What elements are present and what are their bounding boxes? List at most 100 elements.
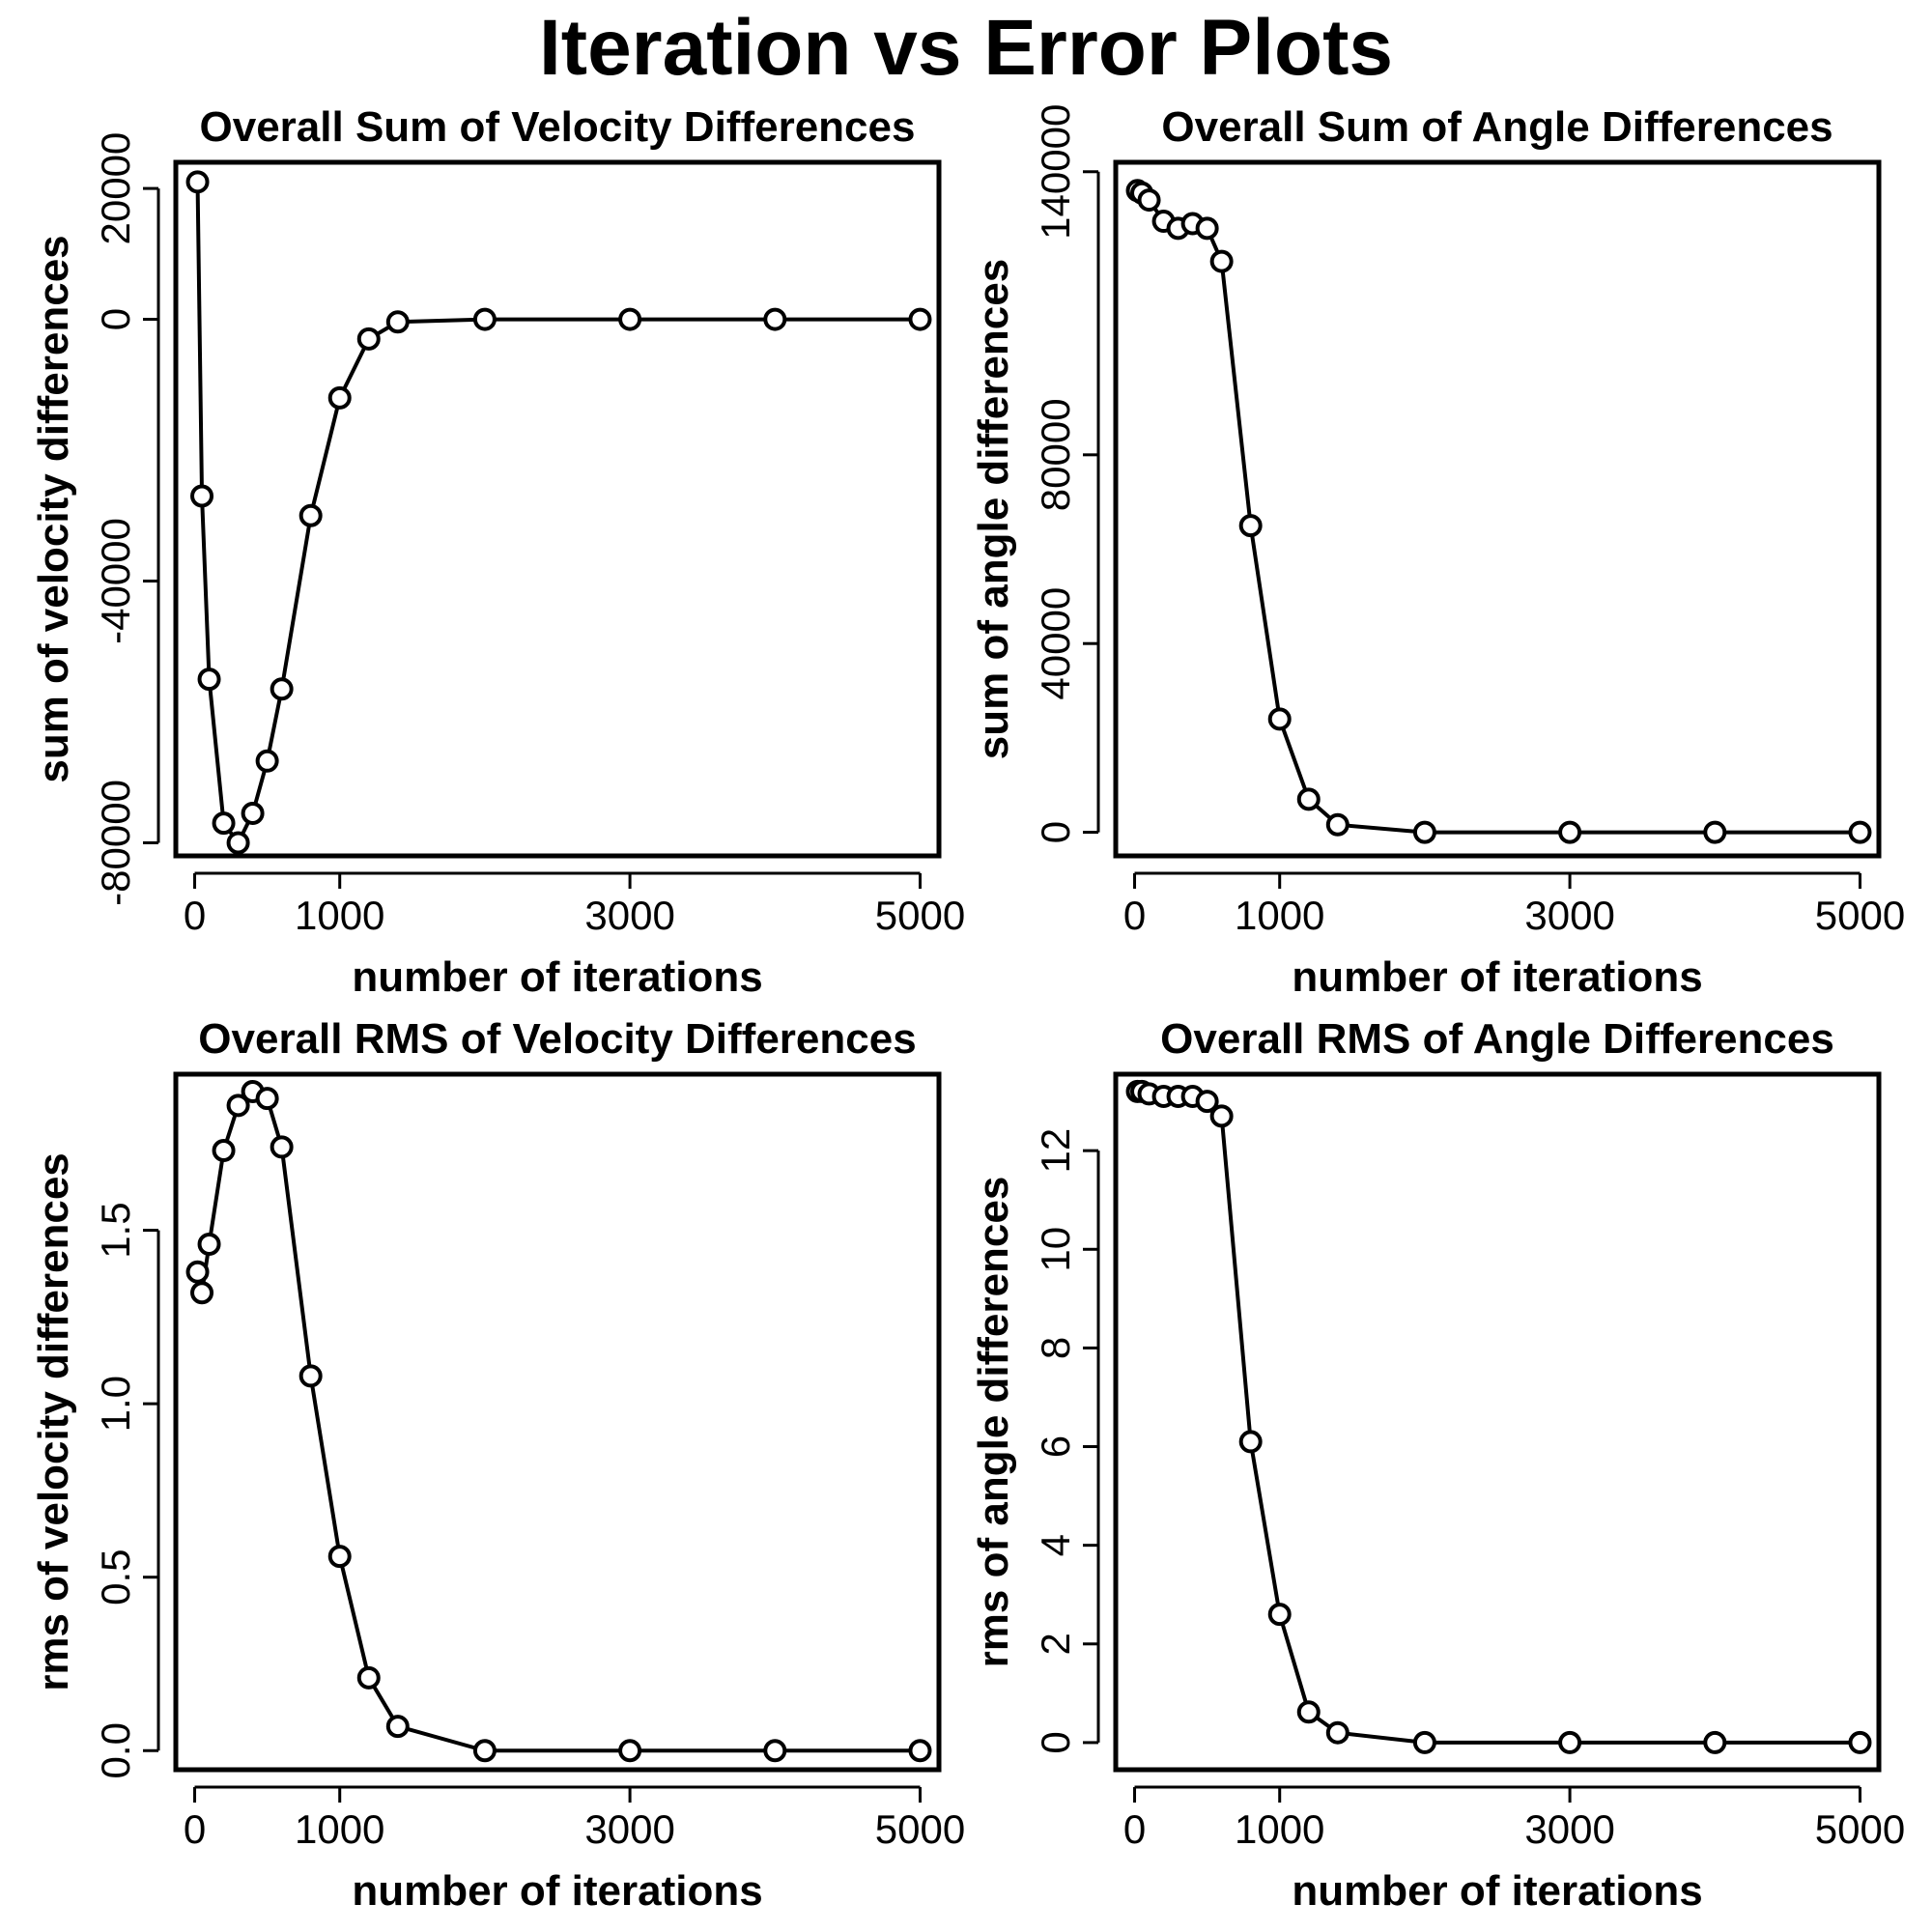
y-tick-label: 1.5 — [93, 1202, 138, 1258]
data-point — [255, 749, 279, 773]
y-tick-label: 0 — [93, 308, 138, 330]
data-point — [1209, 249, 1234, 273]
x-tick-label: 1000 — [295, 893, 384, 938]
panel-title: Overall Sum of Velocity Differences — [200, 103, 916, 151]
data-point — [472, 307, 497, 331]
data-point — [1238, 514, 1263, 538]
data-point — [1137, 188, 1161, 213]
y-tick-label: -80000 — [93, 780, 138, 906]
x-axis-label: number of iterations — [352, 953, 762, 1001]
x-tick-label: 3000 — [1524, 1806, 1614, 1852]
x-axis: 0 1000 3000 5000 — [184, 871, 965, 938]
data-point — [1412, 1730, 1436, 1754]
data-point — [385, 1715, 410, 1739]
y-tick-label: 40000 — [1033, 587, 1078, 700]
data-series — [185, 170, 932, 855]
x-tick-label: 1000 — [1235, 1806, 1324, 1852]
data-point — [763, 1739, 787, 1763]
plot-frame — [173, 1071, 942, 1773]
data-point — [197, 668, 221, 692]
x-tick-label: 1000 — [295, 1806, 384, 1852]
data-point — [908, 1739, 932, 1763]
x-tick-label: 5000 — [875, 1806, 965, 1852]
y-tick-label: 2 — [1033, 1633, 1078, 1655]
x-axis: 0 1000 3000 5000 — [1123, 1785, 1905, 1852]
y-axis: -80000 -40000 0 20000 — [93, 132, 160, 906]
data-point — [1195, 216, 1219, 241]
data-point — [472, 1739, 497, 1763]
x-tick-label: 0 — [1123, 893, 1146, 938]
data-series — [1125, 179, 1872, 844]
data-point — [1267, 707, 1292, 731]
data-point — [356, 327, 381, 351]
data-point — [185, 170, 210, 194]
data-series — [185, 1079, 932, 1763]
series-line — [195, 1089, 921, 1753]
x-tick-label: 1000 — [1235, 893, 1324, 938]
data-point — [212, 1139, 236, 1163]
data-point — [270, 677, 294, 701]
data-point — [1703, 820, 1727, 844]
data-point — [1296, 787, 1321, 811]
data-point — [255, 1087, 279, 1111]
plot-frame — [173, 159, 942, 859]
data-point — [190, 1281, 214, 1305]
data-point — [212, 811, 236, 836]
data-point — [327, 385, 352, 410]
y-axis: 0 2 4 6 8 10 12 — [1033, 1128, 1100, 1754]
data-point — [763, 307, 787, 331]
data-point — [618, 1739, 642, 1763]
data-point — [1558, 820, 1582, 844]
data-point — [190, 484, 214, 508]
figure-title: Iteration vs Error Plots — [538, 4, 1394, 92]
x-axis-label: number of iterations — [1292, 953, 1702, 1001]
y-tick-label: 8 — [1033, 1337, 1078, 1359]
data-point — [1325, 812, 1350, 837]
x-tick-label: 5000 — [875, 893, 965, 938]
data-point — [1848, 820, 1872, 844]
data-point — [1412, 820, 1436, 844]
data-point — [1238, 1430, 1263, 1454]
y-tick-label: 80000 — [1033, 398, 1078, 511]
panel-sum-angle: Overall Sum of Angle Differences 0 1000 300… — [970, 103, 1905, 1001]
y-tick-label: 4 — [1033, 1534, 1078, 1556]
x-tick-label: 0 — [184, 1806, 206, 1852]
data-series — [1125, 1079, 1872, 1754]
y-tick-label: 0.0 — [93, 1722, 138, 1778]
panel-rms-angle: Overall RMS of Angle Differences 0 1000 300… — [970, 1015, 1905, 1915]
data-point — [327, 1545, 352, 1569]
y-axis-label: sum of angle differences — [970, 259, 1017, 759]
y-tick-label: 0.5 — [93, 1549, 138, 1605]
data-point — [908, 307, 932, 331]
data-point — [185, 1260, 210, 1284]
plot-frame — [1113, 1071, 1882, 1773]
data-point — [1267, 1603, 1292, 1627]
data-point — [226, 831, 250, 855]
series-line — [1136, 188, 1861, 835]
data-point — [197, 1232, 221, 1256]
panel-title: Overall Sum of Angle Differences — [1161, 103, 1833, 151]
y-tick-label: 12 — [1033, 1128, 1078, 1174]
x-axis-label: number of iterations — [352, 1867, 762, 1915]
plot-frame — [1113, 159, 1882, 859]
x-axis: 0 1000 3000 5000 — [1123, 871, 1905, 938]
y-tick-label: 140000 — [1033, 104, 1078, 240]
x-tick-label: 3000 — [1524, 893, 1614, 938]
y-axis-label: rms of angle differences — [970, 1177, 1017, 1668]
x-tick-label: 0 — [184, 893, 206, 938]
data-point — [226, 1094, 250, 1118]
x-tick-label: 3000 — [584, 893, 674, 938]
y-tick-label: 1.0 — [93, 1376, 138, 1432]
data-point — [385, 310, 410, 334]
y-tick-label: 20000 — [93, 132, 138, 245]
y-axis-label: sum of velocity differences — [30, 235, 77, 782]
panel-title: Overall RMS of Velocity Differences — [198, 1015, 916, 1063]
data-point — [1703, 1730, 1727, 1754]
data-point — [1325, 1720, 1350, 1745]
x-tick-label: 3000 — [584, 1806, 674, 1852]
y-tick-label: -40000 — [93, 518, 138, 644]
x-axis: 0 1000 3000 5000 — [184, 1785, 965, 1852]
x-tick-label: 5000 — [1815, 1806, 1905, 1852]
data-point — [298, 1364, 323, 1388]
y-axis: 0.0 0.5 1.0 1.5 — [93, 1202, 160, 1778]
